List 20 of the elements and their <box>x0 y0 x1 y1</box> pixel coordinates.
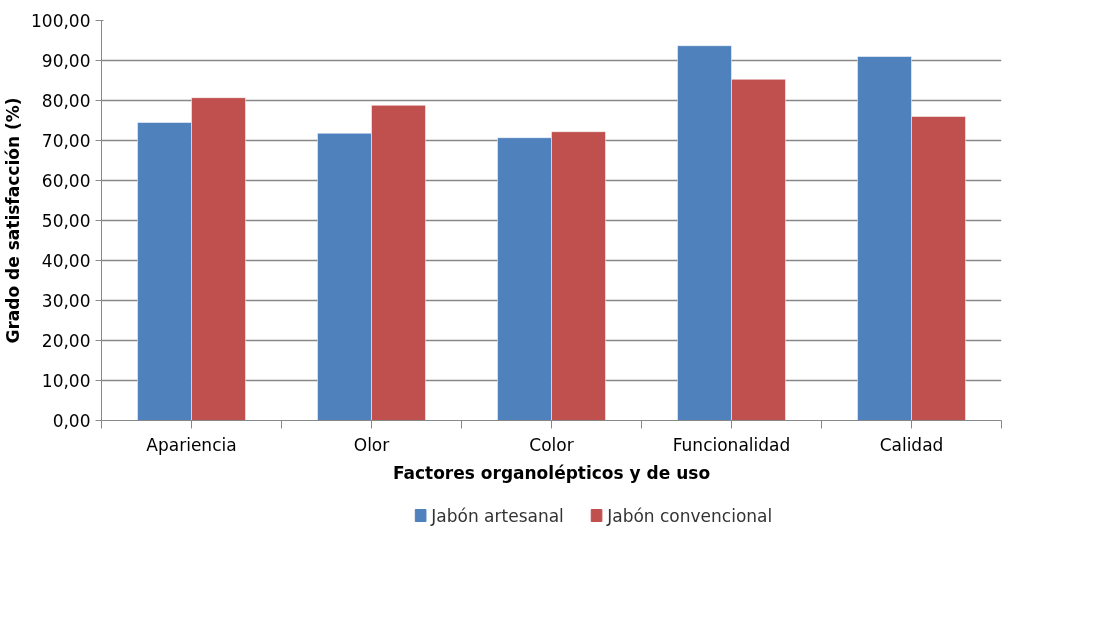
y-tick-label: 100,00 <box>31 11 91 31</box>
y-axis-title: Grado de satisfacción (%) <box>3 97 24 344</box>
y-tick-label: 0,00 <box>52 411 91 431</box>
x-tick-label: Apariencia <box>146 434 237 455</box>
x-tick-label: Color <box>529 434 574 455</box>
y-tick-label: 30,00 <box>41 291 91 311</box>
y-tick-label: 90,00 <box>41 51 91 71</box>
x-tick-label: Olor <box>353 434 390 455</box>
y-tick-label: 80,00 <box>41 91 91 111</box>
y-tick-label: 70,00 <box>41 131 91 151</box>
y-tick-label: 50,00 <box>41 211 91 231</box>
y-tick-label: 60,00 <box>41 171 91 191</box>
x-tick-label: Calidad <box>879 434 944 455</box>
y-tick-label: 10,00 <box>41 371 91 391</box>
y-tick-label: 20,00 <box>41 331 91 351</box>
legend-label: Jabón artesanal <box>430 505 564 526</box>
x-tick-label: Funcionalidad <box>672 434 791 455</box>
legend-label: Jabón convencional <box>606 505 773 526</box>
y-tick-label: 40,00 <box>41 251 91 271</box>
x-axis-title: Factores organolépticos y de uso <box>392 462 711 483</box>
